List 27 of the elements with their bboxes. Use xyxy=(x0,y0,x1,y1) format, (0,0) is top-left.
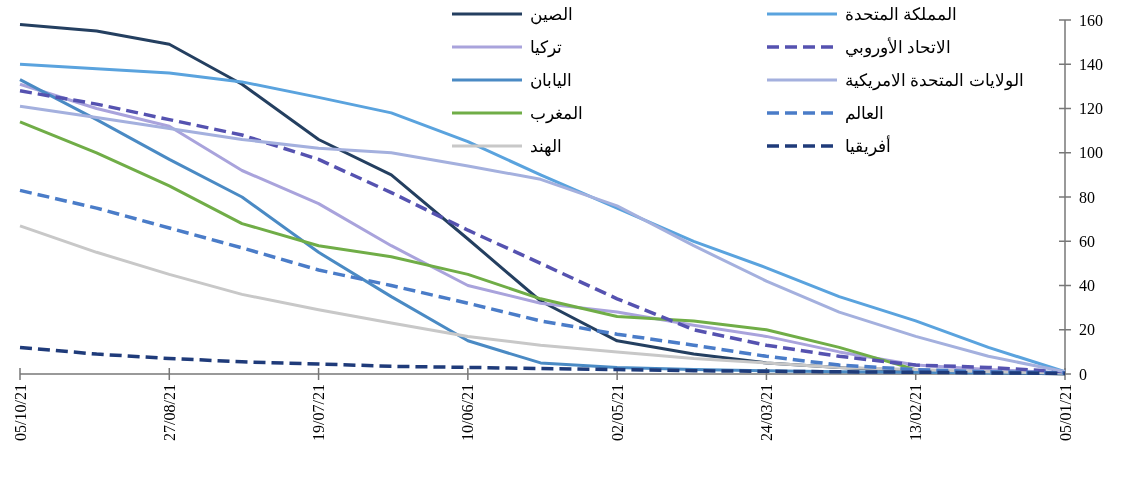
x-tick-label: 10/06/21 xyxy=(459,384,477,441)
legend-label: تركيا xyxy=(530,37,562,58)
legend-label: العالم xyxy=(845,103,884,124)
y-tick-label: 120 xyxy=(1079,100,1103,117)
legend-label: اليابان xyxy=(530,70,572,90)
x-tick-label: 05/10/21 xyxy=(11,384,29,441)
y-tick-label: 100 xyxy=(1079,144,1103,162)
y-tick-label: 0 xyxy=(1079,365,1087,383)
legend-label: الهند xyxy=(530,136,562,157)
x-tick-label: 24/03/21 xyxy=(757,384,775,441)
legend-label: الاتحاد الأوروبي xyxy=(845,36,952,58)
y-tick-label: 80 xyxy=(1079,188,1095,206)
legend-label: الصين xyxy=(530,4,573,25)
y-tick-label: 40 xyxy=(1079,277,1095,294)
y-tick-label: 160 xyxy=(1079,11,1103,29)
y-tick-label: 60 xyxy=(1079,232,1095,250)
y-tick-label: 140 xyxy=(1079,55,1103,73)
x-tick-label: 27/08/21 xyxy=(160,384,178,441)
legend-label: الولايات المتحدة الامريكية xyxy=(845,70,1024,91)
x-tick-label: 05/01/21 xyxy=(1056,384,1074,441)
legend-label: المغرب xyxy=(530,103,583,124)
x-tick-label: 19/07/21 xyxy=(310,384,328,441)
legend-label: أفريقيا xyxy=(845,134,891,157)
x-tick-label: 13/02/21 xyxy=(907,384,925,441)
y-tick-label: 20 xyxy=(1079,321,1095,339)
legend-label: المملكة المتحدة xyxy=(845,4,958,24)
x-tick-label: 02/05/21 xyxy=(608,384,626,441)
